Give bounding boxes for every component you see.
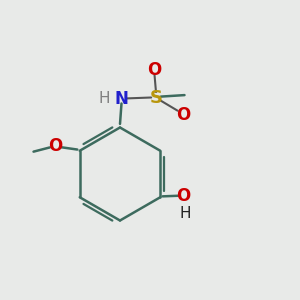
Text: O: O bbox=[147, 61, 162, 79]
Text: O: O bbox=[48, 137, 62, 155]
Text: N: N bbox=[115, 90, 128, 108]
Text: H: H bbox=[179, 206, 191, 220]
Text: O: O bbox=[176, 106, 190, 124]
Text: O: O bbox=[176, 187, 191, 205]
Text: S: S bbox=[149, 88, 163, 106]
Text: H: H bbox=[98, 91, 110, 106]
